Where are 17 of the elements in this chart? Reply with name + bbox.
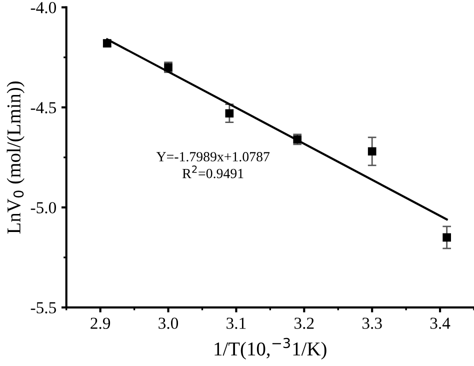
y-tick-label: -5.5	[30, 302, 56, 314]
x-axis-title: 1/T(10,$^{−3}$1/K)	[214, 338, 326, 360]
point	[442, 233, 451, 242]
point	[102, 39, 112, 48]
x-tick-label: 3.0	[158, 318, 178, 329]
x-tick-label: 3.2	[294, 318, 314, 329]
x-tick-label: 3.4	[430, 318, 450, 329]
annotation: Y=-1.7989x+1.0787 R$^{2}$=0.9491	[156, 152, 270, 178]
x-tick-label: 2.9	[90, 318, 110, 329]
y-axis-title: LnV$_{0}$ (mol/(Lmin))	[6, 81, 24, 234]
y-tick-label: -4.5	[30, 102, 56, 114]
x-tick-label: 3.1	[226, 318, 246, 329]
point	[368, 147, 376, 156]
point	[225, 109, 234, 118]
x-tick-label: 3.3	[362, 318, 382, 329]
y-tick-label: -5.0	[30, 202, 56, 214]
y-tick-label: -4.0	[30, 2, 56, 14]
